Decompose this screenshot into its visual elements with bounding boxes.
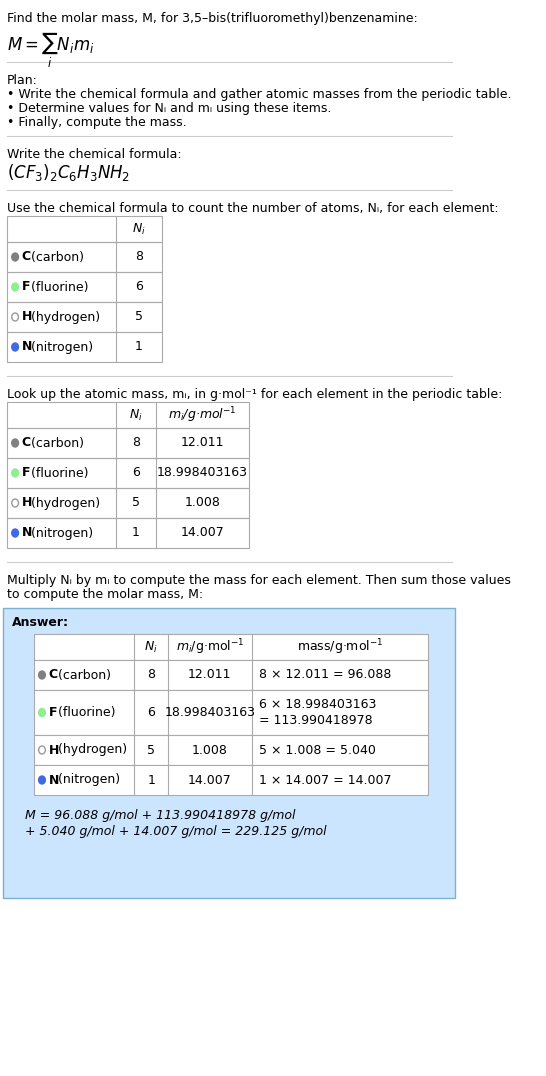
- Text: + 5.040 g/mol + 14.007 g/mol = 229.125 g/mol: + 5.040 g/mol + 14.007 g/mol = 229.125 g…: [25, 825, 327, 838]
- Text: = 113.990418978: = 113.990418978: [259, 714, 372, 727]
- Bar: [7, 272, 162, 302]
- Bar: [34, 634, 428, 660]
- Text: 6: 6: [132, 467, 140, 480]
- Text: Use the chemical formula to count the number of atoms, Nᵢ, for each element:: Use the chemical formula to count the nu…: [7, 202, 498, 215]
- Text: 18.998403163: 18.998403163: [157, 467, 248, 480]
- Text: 1.008: 1.008: [185, 496, 220, 510]
- Text: M = 96.088 g/mol + 113.990418978 g/mol: M = 96.088 g/mol + 113.990418978 g/mol: [25, 809, 296, 822]
- Text: 8: 8: [135, 251, 143, 264]
- Circle shape: [12, 469, 19, 477]
- Bar: [34, 690, 428, 735]
- Text: Look up the atomic mass, mᵢ, in g·mol⁻¹ for each element in the periodic table:: Look up the atomic mass, mᵢ, in g·mol⁻¹ …: [7, 388, 502, 401]
- Text: $M = \sum_i N_i m_i$: $M = \sum_i N_i m_i$: [7, 30, 94, 70]
- Text: 5: 5: [147, 744, 155, 756]
- Bar: [34, 660, 428, 690]
- Text: $m_i$/g·mol$^{-1}$: $m_i$/g·mol$^{-1}$: [168, 406, 236, 425]
- Circle shape: [12, 253, 19, 261]
- Text: $N_i$: $N_i$: [129, 408, 143, 423]
- Bar: [7, 332, 162, 362]
- Text: C: C: [49, 668, 58, 681]
- Text: 12.011: 12.011: [188, 668, 232, 681]
- Bar: [7, 428, 248, 458]
- Text: (nitrogen): (nitrogen): [27, 340, 93, 354]
- Text: N: N: [49, 774, 59, 787]
- Text: Find the molar mass, M, for 3,5–bis(trifluoromethyl)benzenamine:: Find the molar mass, M, for 3,5–bis(trif…: [7, 12, 418, 25]
- Text: (fluorine): (fluorine): [27, 467, 88, 480]
- Text: $N_i$: $N_i$: [132, 222, 146, 237]
- Text: 12.011: 12.011: [181, 437, 224, 450]
- Bar: [7, 458, 248, 489]
- Text: (hydrogen): (hydrogen): [54, 744, 127, 756]
- Text: (hydrogen): (hydrogen): [27, 311, 100, 324]
- Text: $(CF_3)_2C_6H_3NH_2$: $(CF_3)_2C_6H_3NH_2$: [7, 162, 130, 183]
- Text: (nitrogen): (nitrogen): [54, 774, 120, 787]
- Text: (carbon): (carbon): [27, 437, 84, 450]
- Circle shape: [39, 671, 45, 679]
- Text: 5: 5: [132, 496, 140, 510]
- Text: C: C: [22, 437, 31, 450]
- Bar: [34, 735, 428, 765]
- Text: N: N: [22, 526, 32, 539]
- Text: H: H: [49, 744, 59, 756]
- Text: 8: 8: [147, 668, 155, 681]
- Text: 1: 1: [132, 526, 140, 539]
- Text: 8: 8: [132, 437, 140, 450]
- Bar: [7, 302, 162, 332]
- Bar: [7, 489, 248, 518]
- Text: N: N: [22, 340, 32, 354]
- Text: Write the chemical formula:: Write the chemical formula:: [7, 148, 181, 161]
- Circle shape: [12, 529, 19, 537]
- Text: 1 × 14.007 = 14.007: 1 × 14.007 = 14.007: [259, 774, 391, 787]
- Text: • Determine values for Nᵢ and mᵢ using these items.: • Determine values for Nᵢ and mᵢ using t…: [7, 102, 331, 115]
- Text: 1: 1: [135, 340, 143, 354]
- Text: • Finally, compute the mass.: • Finally, compute the mass.: [7, 116, 186, 129]
- Text: Multiply Nᵢ by mᵢ to compute the mass for each element. Then sum those values: Multiply Nᵢ by mᵢ to compute the mass fo…: [7, 574, 511, 587]
- Circle shape: [39, 708, 45, 717]
- Circle shape: [12, 343, 19, 351]
- Text: (carbon): (carbon): [27, 251, 84, 264]
- Text: (fluorine): (fluorine): [27, 281, 88, 294]
- Bar: [7, 242, 162, 272]
- Text: 5: 5: [135, 311, 143, 324]
- Bar: [7, 518, 248, 548]
- Bar: [3, 608, 455, 898]
- Text: F: F: [22, 281, 31, 294]
- Text: 8 × 12.011 = 96.088: 8 × 12.011 = 96.088: [259, 668, 391, 681]
- Text: $N_i$: $N_i$: [144, 639, 158, 654]
- Text: F: F: [49, 706, 57, 719]
- Text: mass/g·mol$^{-1}$: mass/g·mol$^{-1}$: [297, 637, 383, 656]
- Text: H: H: [22, 496, 32, 510]
- Text: • Write the chemical formula and gather atomic masses from the periodic table.: • Write the chemical formula and gather …: [7, 88, 511, 101]
- Text: $m_i$/g·mol$^{-1}$: $m_i$/g·mol$^{-1}$: [176, 637, 244, 656]
- Text: Answer:: Answer:: [12, 615, 69, 629]
- Text: (nitrogen): (nitrogen): [27, 526, 93, 539]
- Bar: [34, 765, 428, 795]
- Text: C: C: [22, 251, 31, 264]
- Text: 14.007: 14.007: [188, 774, 232, 787]
- Circle shape: [12, 439, 19, 447]
- Text: 6 × 18.998403163: 6 × 18.998403163: [259, 698, 376, 711]
- Text: Plan:: Plan:: [7, 74, 38, 87]
- Text: to compute the molar mass, M:: to compute the molar mass, M:: [7, 587, 203, 601]
- Text: 6: 6: [147, 706, 155, 719]
- Text: 14.007: 14.007: [181, 526, 224, 539]
- Text: 18.998403163: 18.998403163: [164, 706, 256, 719]
- Text: 1.008: 1.008: [192, 744, 228, 756]
- Text: 1: 1: [147, 774, 155, 787]
- Text: H: H: [22, 311, 32, 324]
- Text: (fluorine): (fluorine): [54, 706, 115, 719]
- Bar: [7, 216, 162, 242]
- Text: F: F: [22, 467, 31, 480]
- Text: (carbon): (carbon): [54, 668, 111, 681]
- Bar: [7, 402, 248, 428]
- Text: (hydrogen): (hydrogen): [27, 496, 100, 510]
- Text: 6: 6: [135, 281, 143, 294]
- Circle shape: [39, 776, 45, 784]
- Text: 5 × 1.008 = 5.040: 5 × 1.008 = 5.040: [259, 744, 376, 756]
- Circle shape: [12, 283, 19, 291]
